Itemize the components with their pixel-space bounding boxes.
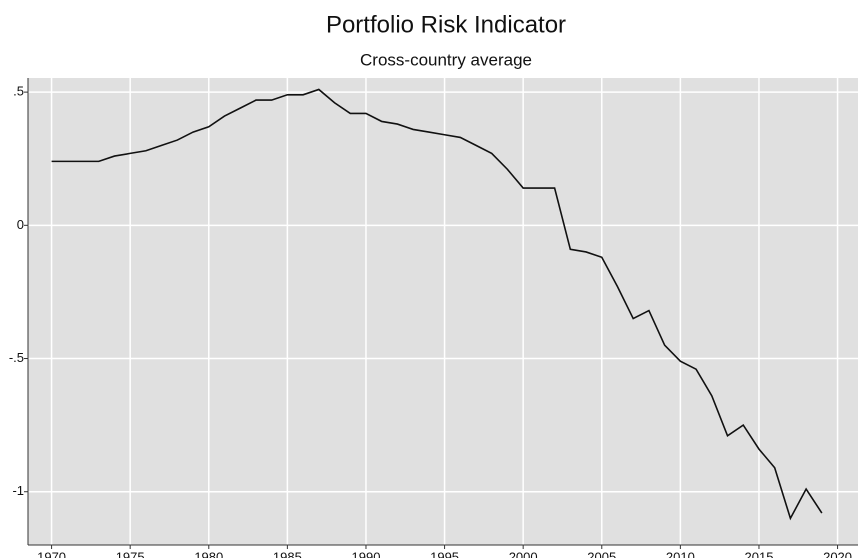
y-tick-label: .5 bbox=[13, 84, 24, 99]
x-tick-label: 1975 bbox=[116, 549, 145, 558]
x-tick-label: 1995 bbox=[430, 549, 459, 558]
chart-title: Portfolio Risk Indicator bbox=[326, 11, 566, 38]
x-tick-label: 1970 bbox=[37, 549, 66, 558]
y-tick-label: -.5 bbox=[9, 350, 24, 365]
chart-subtitle: Cross-country average bbox=[360, 50, 532, 69]
x-tick-label: 1985 bbox=[273, 549, 302, 558]
x-tick-label: 2000 bbox=[509, 549, 538, 558]
x-tick-label: 1980 bbox=[194, 549, 223, 558]
x-tick-label: 1990 bbox=[352, 549, 381, 558]
x-tick-label: 2005 bbox=[587, 549, 616, 558]
x-tick-label: 2010 bbox=[666, 549, 695, 558]
y-tick-label: -1 bbox=[12, 483, 24, 498]
x-tick-label: 2015 bbox=[745, 549, 774, 558]
plot-area bbox=[28, 78, 858, 545]
y-tick-label: 0 bbox=[17, 217, 24, 232]
data-line bbox=[51, 88, 823, 521]
x-tick-label: 2020 bbox=[823, 549, 852, 558]
